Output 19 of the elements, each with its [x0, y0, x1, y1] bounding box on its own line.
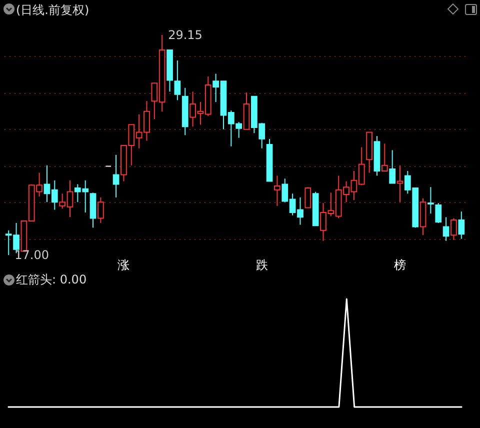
candlestick: [112, 154, 120, 198]
candlestick: [98, 196, 104, 224]
candlestick: [381, 143, 388, 172]
annotation: 17.00: [14, 248, 49, 262]
candlestick: [458, 211, 465, 240]
candlestick: [450, 218, 457, 240]
text: 涨: [118, 258, 130, 272]
chart-title: (日线.前复权): [16, 3, 90, 17]
annotation: 29.15: [168, 28, 202, 42]
candlestick: [442, 216, 450, 242]
candlestick: [435, 202, 442, 224]
text: 跌: [256, 258, 268, 272]
chart-title: 红箭头: 0.00: [16, 272, 87, 286]
candlestick: [304, 186, 312, 208]
candlestick: [389, 150, 396, 184]
candlestick: [396, 164, 404, 203]
candlestick: [428, 186, 434, 214]
text: 榜: [394, 258, 406, 272]
candlestick: [274, 175, 280, 206]
